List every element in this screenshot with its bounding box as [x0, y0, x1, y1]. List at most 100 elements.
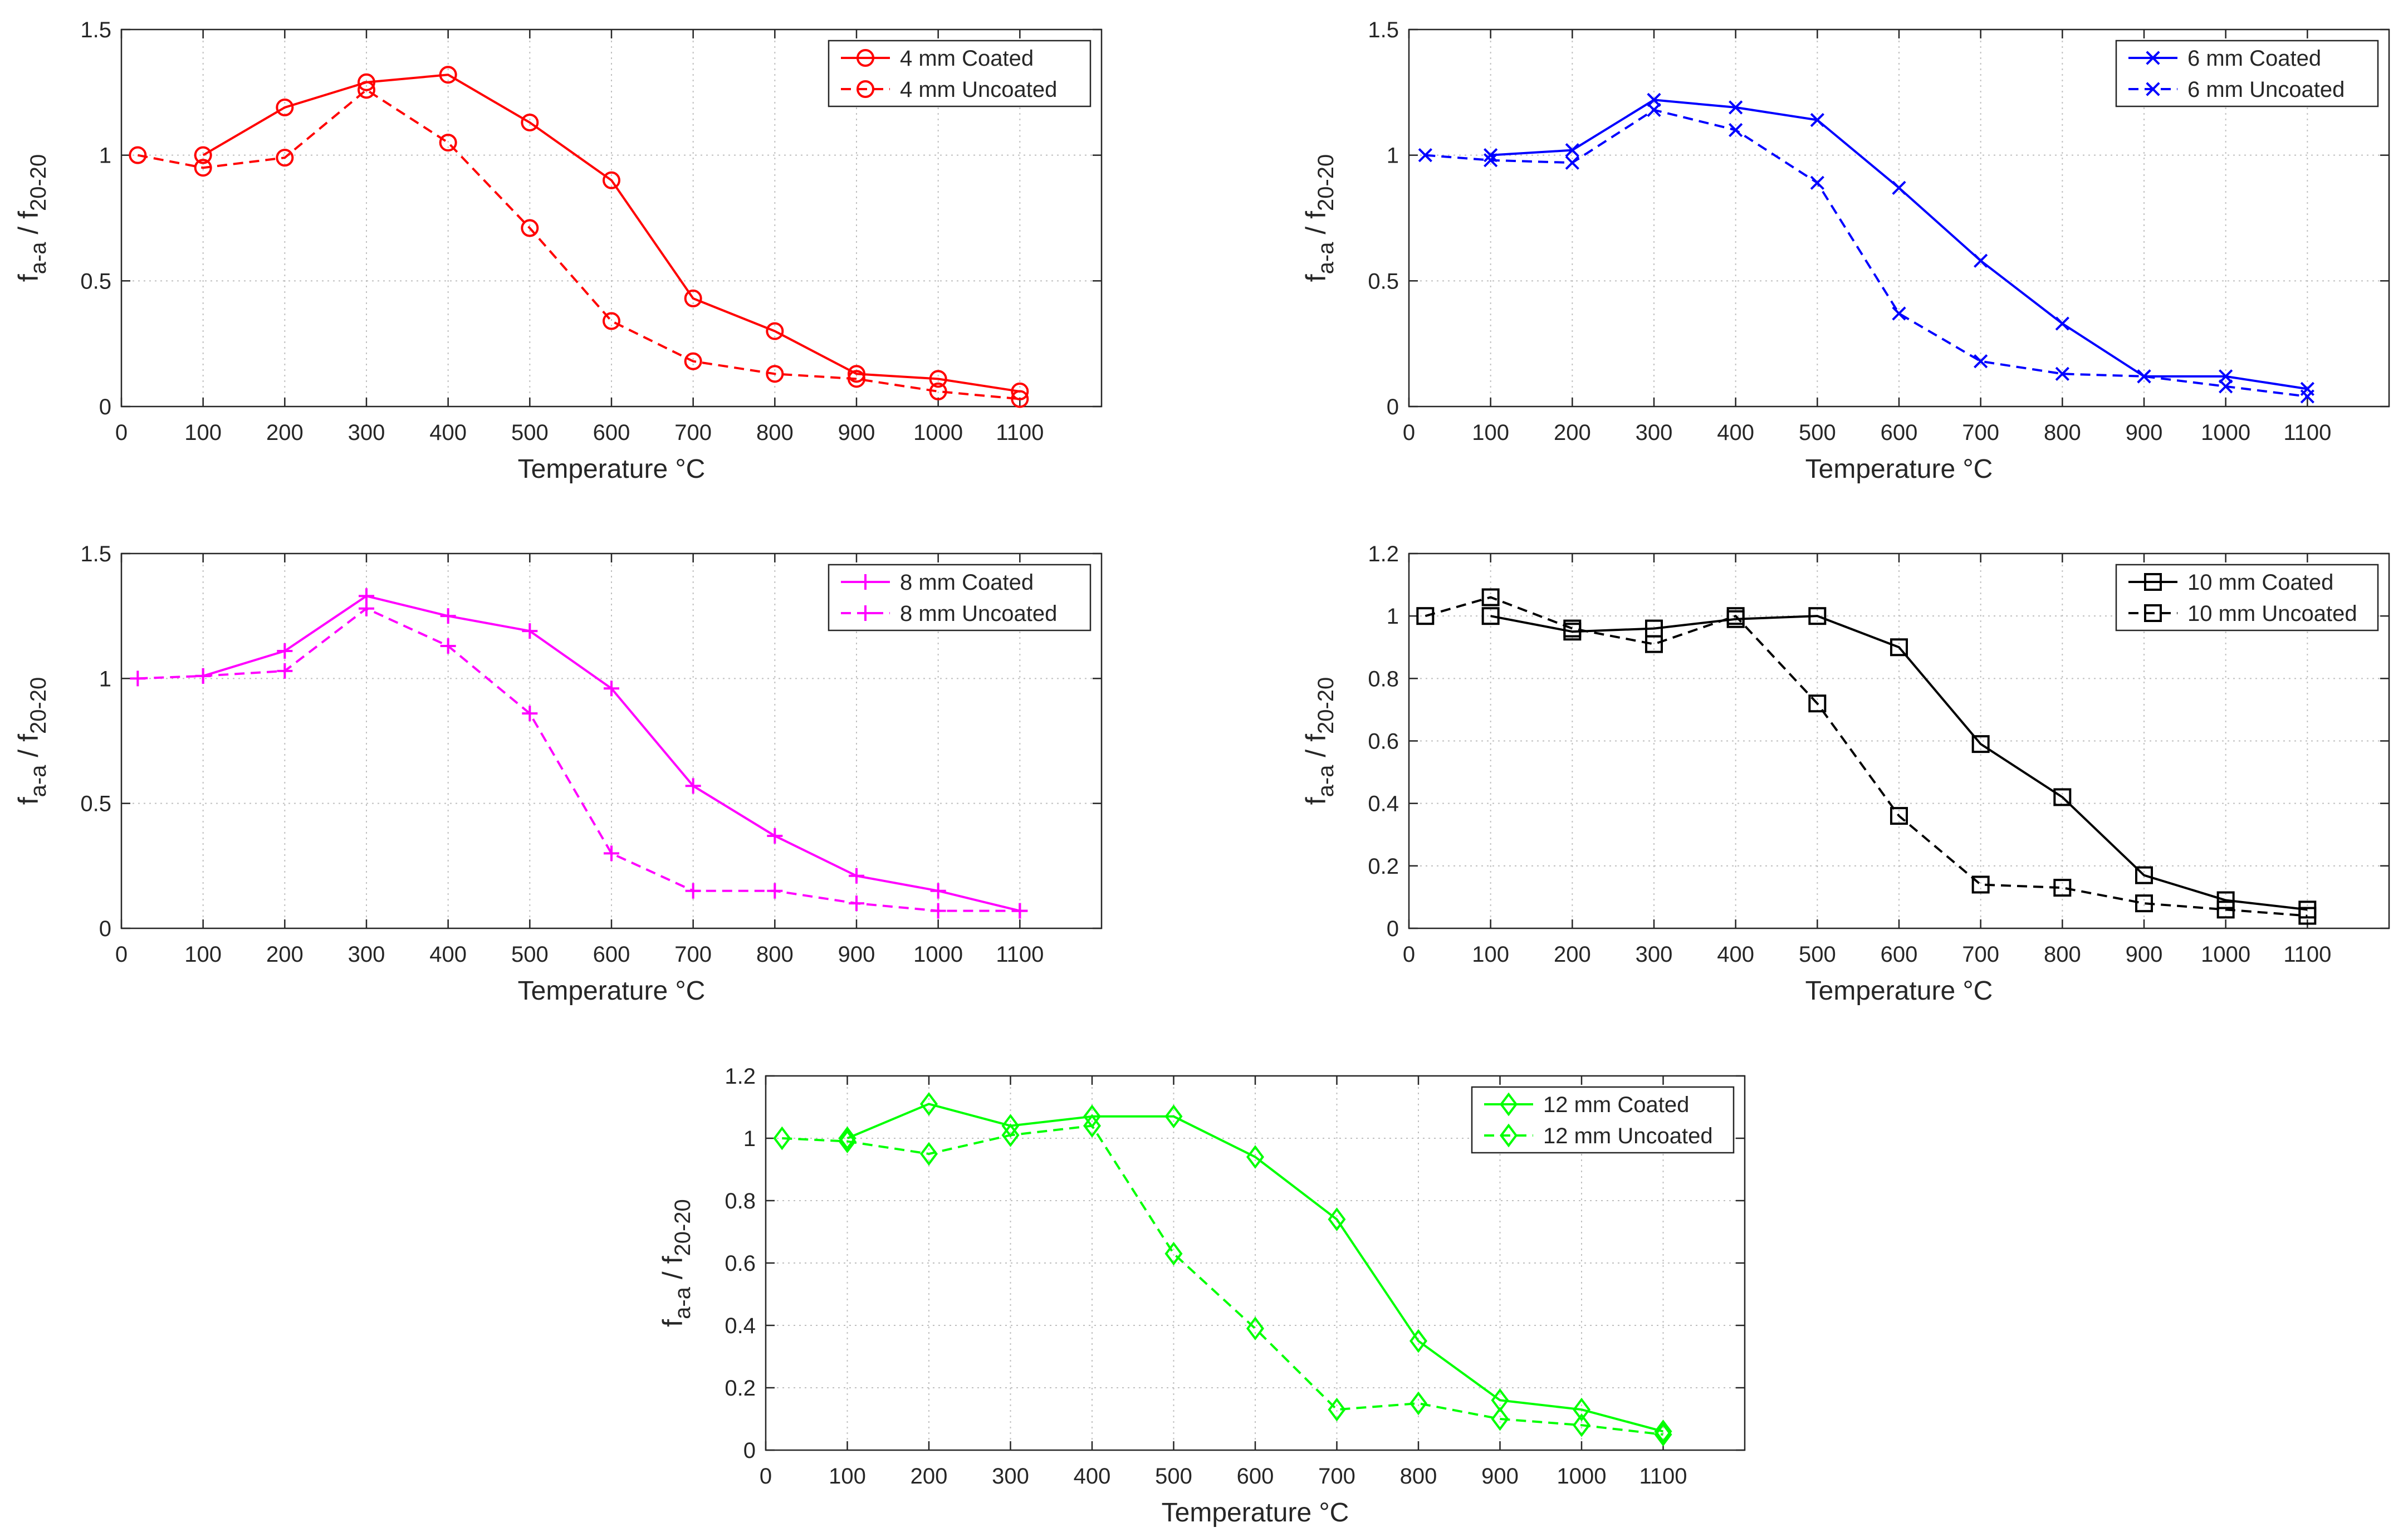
x-axis-label: Temperature °C: [518, 976, 706, 1006]
x-tick-label: 800: [756, 420, 794, 445]
legend-label: 6 mm Uncoated: [2187, 77, 2345, 102]
y-tick-label: 1.2: [725, 1064, 756, 1089]
chart-2: 0 100 200 300 400 500 600 700 800 900 1000 1100 0 0.5…: [1300, 18, 2390, 484]
data-point: [522, 623, 538, 639]
y-tick-label: 0.4: [1368, 792, 1399, 816]
legend: 8 mm Coated 8 mm Uncoated: [828, 564, 1092, 632]
data-point: [439, 66, 457, 84]
legend-marker: [858, 574, 873, 590]
x-tick-label: 1100: [996, 942, 1044, 967]
data-point: [522, 706, 538, 722]
legend-label: 4 mm Coated: [900, 46, 1034, 71]
x-tick-label: 1000: [913, 420, 963, 445]
data-point: [685, 778, 701, 794]
data-point: [1729, 100, 1743, 115]
series-line: [846, 1103, 1664, 1433]
data-point: [439, 134, 457, 152]
data-point: [1565, 155, 1579, 170]
x-tick-label: 100: [1472, 420, 1509, 445]
x-tick-label: 100: [184, 420, 222, 445]
x-tick-label: 0: [760, 1464, 772, 1489]
data-point: [1647, 92, 1661, 107]
x-tick-label: 100: [829, 1464, 866, 1489]
data-point: [129, 146, 147, 164]
x-tick-label: 400: [429, 420, 467, 445]
data-point: [1729, 123, 1743, 138]
data-point: [838, 1126, 856, 1151]
legend-label: 4 mm Uncoated: [900, 77, 1057, 102]
x-tick-label: 200: [911, 1464, 948, 1489]
legend-label: 6 mm Coated: [2187, 46, 2321, 71]
y-axis-label: fa-a / f20-20: [13, 677, 51, 805]
data-point: [1654, 1422, 1672, 1447]
y-label-base: f: [13, 274, 44, 282]
series-8-mm-uncoated: [130, 600, 1028, 919]
legend: 10 mm Coated 10 mm Uncoated: [2115, 564, 2379, 632]
y-label-subscript: a-a: [26, 765, 51, 797]
data-point: [1001, 1123, 1020, 1147]
x-tick-label: 900: [838, 942, 875, 967]
data-point: [1971, 735, 1990, 753]
series-4-mm-uncoated: [129, 81, 1029, 408]
x-tick-label: 500: [1155, 1464, 1192, 1489]
data-point: [1481, 607, 1500, 625]
y-label-base: / f: [657, 1256, 688, 1287]
x-tick-label: 600: [593, 420, 630, 445]
y-label-base: / f: [13, 734, 44, 765]
y-tick-label: 1.5: [80, 542, 111, 566]
data-point: [1890, 638, 1908, 657]
data-point: [1246, 1316, 1264, 1340]
legend-label: 12 mm Coated: [1543, 1093, 1689, 1117]
x-axis-label: Temperature °C: [518, 454, 706, 484]
data-point: [2300, 389, 2314, 404]
data-point: [1011, 390, 1029, 408]
x-axis-label: Temperature °C: [1162, 1498, 1349, 1528]
chart-3: 0 100 200 300 400 500 600 700 800 900 1000 1100 0 0.5…: [13, 542, 1103, 1006]
data-point: [1810, 112, 1824, 128]
data-point: [1409, 1391, 1427, 1416]
y-label-subscript: 20-20: [1314, 154, 1338, 211]
data-point: [1012, 903, 1028, 919]
legend-marker: [1500, 1092, 1518, 1117]
data-point: [2053, 788, 2072, 806]
x-tick-label: 300: [1636, 942, 1673, 967]
data-point: [440, 608, 456, 624]
data-point: [1645, 635, 1663, 653]
x-tick-label: 900: [2126, 420, 2163, 445]
x-tick-label: 0: [115, 942, 128, 967]
x-tick-label: 200: [266, 420, 304, 445]
data-point: [1971, 875, 1990, 894]
series-12-mm-uncoated: [773, 1114, 1672, 1447]
x-tick-label: 900: [838, 420, 875, 445]
data-point: [766, 322, 784, 340]
legend-label: 10 mm Uncoated: [2187, 601, 2357, 626]
legend: 12 mm Coated 12 mm Uncoated: [1471, 1086, 1735, 1154]
data-point: [1573, 1413, 1590, 1437]
data-point: [1409, 1329, 1427, 1353]
y-label-subscript: a-a: [26, 242, 51, 275]
x-tick-label: 700: [674, 420, 712, 445]
data-point: [1573, 1397, 1590, 1422]
data-point: [1246, 1145, 1264, 1169]
data-point: [130, 670, 146, 687]
y-label-base: / f: [1300, 734, 1332, 765]
legend-box: [2115, 40, 2379, 107]
data-point: [1892, 180, 1906, 195]
data-point: [1481, 588, 1500, 606]
data-point: [440, 638, 456, 654]
data-point: [2137, 369, 2151, 384]
data-point: [276, 149, 294, 167]
x-tick-label: 600: [1237, 1464, 1274, 1489]
x-tick-label: 600: [1881, 942, 1918, 967]
y-label-base: / f: [13, 211, 44, 242]
y-tick-label: 0: [1387, 917, 1399, 941]
legend-marker: [856, 49, 874, 67]
data-point: [773, 1126, 791, 1151]
x-tick-label: 100: [184, 942, 222, 967]
data-point: [930, 883, 946, 899]
data-point: [1011, 382, 1029, 400]
data-point: [929, 370, 947, 388]
data-point: [2135, 866, 2153, 884]
x-tick-label: 500: [511, 420, 549, 445]
x-tick-label: 300: [1636, 420, 1673, 445]
